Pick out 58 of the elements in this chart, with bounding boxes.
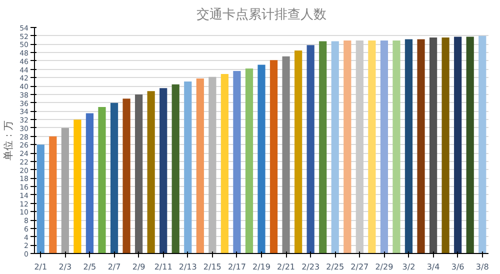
bar: [184, 81, 192, 254]
bar: [110, 102, 118, 254]
x-tick-label: 2/9: [132, 262, 146, 272]
x-tick-label: 2/25: [326, 262, 344, 272]
bar: [478, 36, 486, 254]
bar: [392, 40, 400, 254]
x-tick-label: 3/8: [476, 262, 489, 272]
chart-title: 交通卡点累计排查人数: [196, 6, 326, 22]
x-tick-label: 2/15: [203, 262, 222, 272]
x-tick-label: 2/11: [154, 262, 172, 272]
bar: [49, 136, 57, 254]
bar: [122, 98, 130, 254]
bar: [344, 40, 352, 254]
bar: [86, 113, 94, 254]
bar: [294, 50, 302, 254]
bar: [245, 68, 254, 254]
bar: [74, 120, 82, 254]
x-tick-label: 2/1: [34, 262, 48, 272]
bar: [417, 39, 425, 254]
bar: [208, 76, 216, 254]
bar: [319, 41, 327, 254]
bar: [196, 78, 204, 254]
bar: [466, 36, 474, 254]
bar: [429, 38, 438, 254]
x-tick-label: 2/17: [228, 262, 246, 272]
bar: [134, 94, 143, 254]
bar: [220, 74, 228, 254]
x-tick-label: 2/27: [350, 262, 369, 272]
bar: [368, 40, 376, 254]
bar: [380, 40, 388, 254]
x-tick-label: 2/7: [108, 262, 121, 272]
x-tick-label: 2/3: [58, 262, 72, 272]
x-tick-label: 2/29: [375, 262, 394, 272]
bar: [270, 60, 278, 254]
bar: [356, 40, 364, 254]
bar: [454, 36, 462, 254]
bar: [404, 39, 413, 254]
bar: [282, 56, 290, 254]
bar: [331, 41, 339, 254]
bar: [61, 128, 69, 254]
x-tick-label: 3/4: [426, 262, 440, 272]
x-tick-label: 2/13: [178, 262, 197, 272]
x-tick-label: 2/19: [252, 262, 270, 272]
bar: [233, 71, 241, 254]
bar: [258, 64, 266, 254]
bar: [442, 38, 450, 254]
y-axis-title: 单位：万: [2, 120, 15, 160]
bar: [172, 84, 180, 254]
bar: [160, 88, 168, 254]
bar: [147, 91, 155, 254]
x-tick-label: 2/23: [302, 262, 320, 272]
x-tick-label: 2/5: [83, 262, 96, 272]
x-tick-label: 3/2: [402, 262, 416, 272]
x-tick-label: 3/6: [451, 262, 464, 272]
bar: [36, 144, 44, 254]
bar: [306, 45, 314, 254]
x-tick-label: 2/21: [277, 262, 296, 272]
bar: [98, 107, 106, 254]
